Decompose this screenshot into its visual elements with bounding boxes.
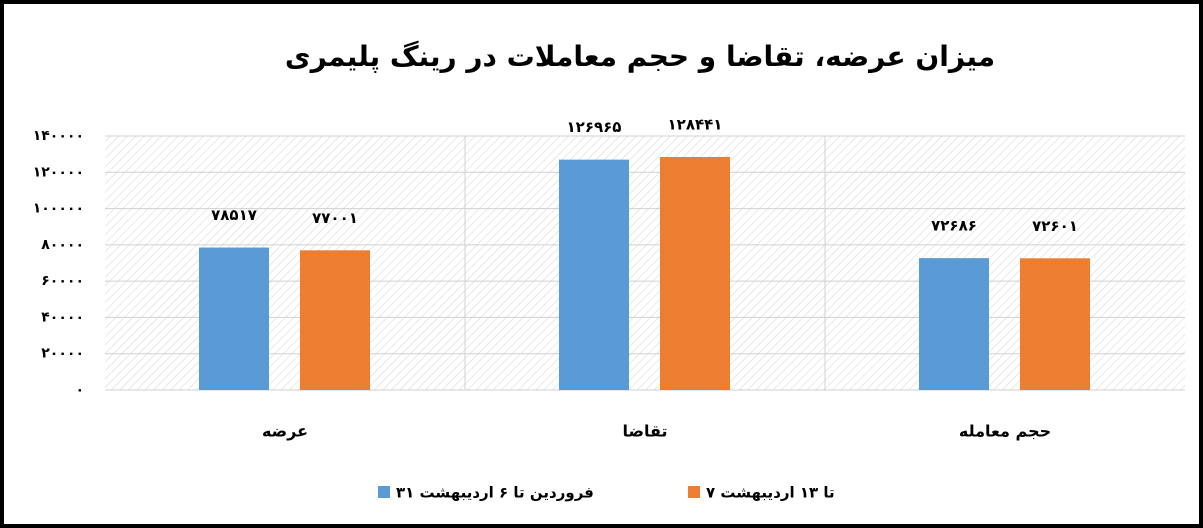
bar: [300, 250, 370, 390]
y-tick-label: ۴۰۰۰۰: [41, 309, 84, 325]
bar: [919, 258, 989, 390]
data-label: ۷۸۵۱۷: [211, 206, 257, 224]
bar: [1020, 258, 1090, 390]
data-label: ۷۷۰۰۱: [312, 209, 358, 227]
legend-label: ۷ تا ۱۳ اردیبهشت: [706, 484, 835, 502]
bar: [559, 159, 629, 390]
data-label: ۷۲۶۸۶: [931, 217, 977, 235]
legend-label: ۳۱ فروردین تا ۶ اردیبهشت: [396, 484, 594, 502]
y-tick-label: ۰: [75, 382, 84, 398]
data-label: ۱۲۸۴۴۱: [668, 115, 723, 133]
x-tick-label: حجم معامله: [959, 422, 1051, 441]
chart-title: میزان عرضه، تقاضا و حجم معاملات در رینگ …: [285, 40, 995, 73]
data-label: ۱۲۶۹۶۵: [567, 118, 622, 136]
y-tick-label: ۱۴۰۰۰۰: [33, 128, 84, 144]
y-tick-label: ۶۰۰۰۰: [41, 273, 84, 289]
y-tick-label: ۸۰۰۰۰: [41, 237, 84, 253]
x-tick-label: تقاضا: [623, 422, 668, 441]
y-tick-label: ۲۰۰۰۰: [41, 346, 84, 362]
bar: [660, 156, 730, 390]
data-label: ۷۲۶۰۱: [1032, 217, 1078, 235]
bar: [199, 247, 269, 390]
x-tick-label: عرضه: [262, 422, 308, 441]
y-tick-label: ۱۰۰۰۰۰: [33, 201, 84, 217]
legend-swatch: [378, 486, 390, 498]
legend-swatch: [688, 486, 700, 498]
y-tick-label: ۱۲۰۰۰۰: [33, 164, 84, 180]
plot-area: [105, 136, 1185, 390]
